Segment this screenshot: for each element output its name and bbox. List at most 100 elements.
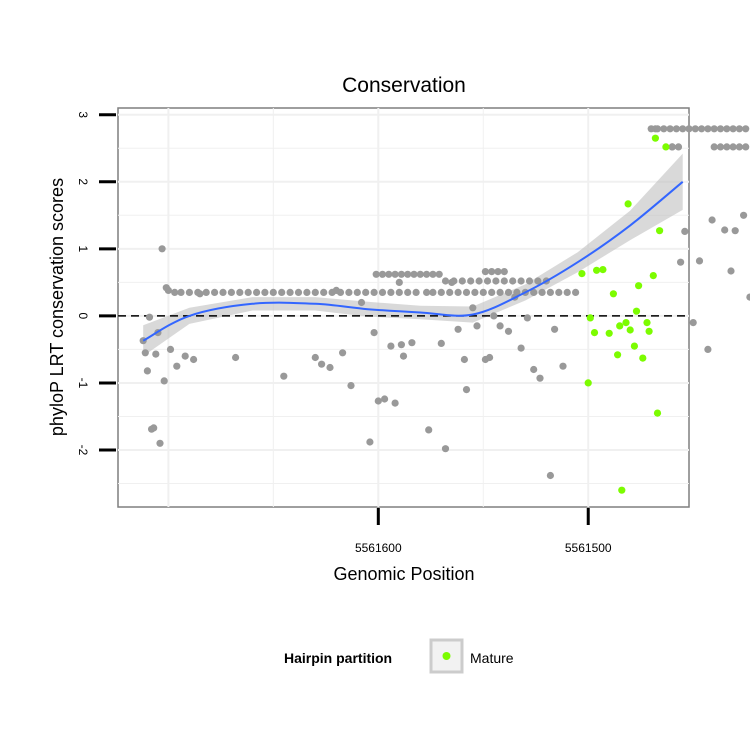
other-point (710, 125, 718, 133)
other-point (345, 288, 353, 296)
other-point (435, 270, 443, 278)
other-point (727, 267, 735, 275)
other-point (391, 270, 399, 278)
other-point (490, 312, 498, 320)
other-point (469, 304, 477, 312)
chart-title: Conservation (342, 74, 466, 97)
other-point (261, 288, 269, 296)
other-point (378, 288, 387, 296)
mature-point (630, 342, 639, 350)
other-point (488, 268, 496, 276)
other-point (145, 313, 154, 321)
other-point (723, 125, 731, 133)
other-point (156, 439, 164, 447)
grid-lines (118, 108, 689, 507)
other-point (551, 325, 559, 333)
other-point (530, 365, 538, 374)
mature-point (614, 351, 622, 359)
mature-point (584, 379, 592, 387)
other-point (473, 322, 481, 330)
mature-point (645, 327, 653, 335)
other-point (232, 353, 240, 362)
other-point (462, 386, 471, 394)
mature-point (605, 329, 613, 337)
other-point (492, 277, 500, 285)
other-point (391, 399, 399, 407)
other-point (416, 270, 424, 278)
y-tick-label: 2 (76, 178, 90, 185)
y-axis: -2 -1 0 1 2 3 (76, 111, 116, 456)
smooth-line-layer (142, 181, 684, 342)
mature-point (578, 270, 586, 278)
y-tick-label: 3 (76, 111, 90, 118)
x-tick-label: 5561500 (565, 541, 612, 555)
other-point (152, 350, 160, 358)
mature-point (599, 266, 607, 274)
other-point (509, 277, 517, 285)
other-point (372, 270, 380, 278)
other-point (698, 125, 706, 133)
other-point (408, 339, 416, 347)
other-point (381, 395, 389, 403)
other-point (202, 288, 210, 296)
other-point (429, 270, 437, 278)
other-point (303, 288, 311, 296)
y-axis-title: phyloP LRT conservation scores (47, 178, 67, 436)
other-point (746, 293, 750, 301)
other-point (399, 352, 408, 360)
mature-point (643, 319, 651, 327)
other-point (395, 278, 403, 286)
other-point (740, 211, 748, 219)
other-point (483, 277, 492, 285)
mature-point (651, 134, 660, 142)
other-point (441, 445, 450, 453)
other-point (708, 216, 716, 224)
mature-point (593, 266, 601, 274)
other-point (423, 270, 431, 278)
other-point (729, 143, 737, 151)
other-point (735, 125, 744, 133)
other-point (370, 329, 378, 337)
other-point (494, 268, 502, 276)
other-point (362, 288, 370, 296)
other-point (181, 352, 189, 360)
other-point (504, 288, 513, 296)
other-point (280, 372, 288, 380)
y-tick-label: -2 (76, 445, 90, 456)
points-layer (139, 125, 750, 494)
other-point (374, 397, 382, 405)
mature-point (590, 329, 599, 337)
other-point (504, 327, 513, 335)
y-tick-label: -1 (76, 378, 90, 389)
x-tick-label: 5561600 (355, 541, 402, 555)
other-point (538, 288, 546, 296)
mature-point (586, 314, 594, 322)
x-axis: 5561600 5561500 (355, 508, 612, 555)
other-point (460, 355, 468, 364)
other-point (458, 277, 466, 285)
other-point (716, 125, 725, 133)
other-point (555, 288, 563, 296)
other-point (395, 288, 403, 296)
mature-point (616, 322, 624, 330)
other-point (423, 288, 431, 296)
other-point (475, 277, 483, 285)
other-point (677, 258, 685, 266)
other-point (425, 426, 433, 434)
mature-point (609, 290, 618, 298)
other-point (454, 288, 462, 296)
other-point (446, 288, 454, 296)
other-point (729, 125, 737, 133)
other-point (689, 319, 697, 327)
other-point (513, 288, 521, 296)
other-point (647, 125, 655, 133)
other-point (660, 125, 668, 133)
mature-point (618, 486, 626, 494)
x-axis-title: Genomic Position (333, 564, 474, 584)
other-point (326, 363, 334, 372)
legend-label-mature: Mature (470, 650, 514, 666)
other-point (141, 349, 149, 357)
other-point (286, 288, 294, 296)
y-tick-label: 1 (76, 245, 90, 252)
